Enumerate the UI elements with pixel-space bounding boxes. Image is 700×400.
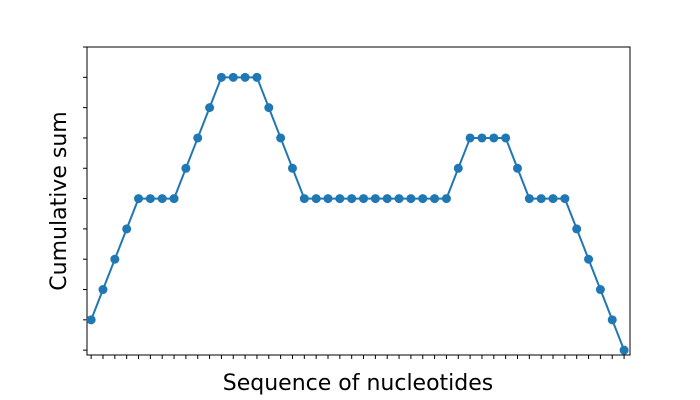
marker: [157, 194, 167, 204]
marker: [287, 163, 297, 173]
marker: [193, 133, 203, 143]
marker: [347, 194, 357, 204]
marker: [205, 103, 215, 113]
marker: [98, 285, 108, 295]
marker: [501, 133, 511, 143]
marker: [406, 194, 416, 204]
marker: [240, 72, 250, 82]
marker: [228, 72, 238, 82]
marker: [382, 194, 392, 204]
marker: [524, 194, 534, 204]
marker: [169, 194, 179, 204]
marker: [299, 194, 309, 204]
marker: [323, 194, 333, 204]
x-axis-label: Sequence of nucleotides: [223, 371, 494, 396]
marker: [595, 285, 605, 295]
marker: [619, 345, 629, 355]
marker: [430, 194, 440, 204]
plot-frame: [86, 46, 631, 356]
marker: [453, 163, 463, 173]
marker: [252, 72, 262, 82]
marker: [145, 194, 155, 204]
marker: [335, 194, 345, 204]
marker: [572, 224, 582, 234]
marker: [489, 133, 499, 143]
marker: [264, 103, 274, 113]
marker: [418, 194, 428, 204]
marker: [134, 194, 144, 204]
y-axis-label: Cumulative sum: [47, 111, 72, 290]
marker: [548, 194, 558, 204]
marker: [584, 254, 594, 264]
marker: [441, 194, 451, 204]
marker: [536, 194, 546, 204]
marker: [86, 315, 96, 325]
marker: [370, 194, 380, 204]
marker: [311, 194, 321, 204]
marker: [465, 133, 475, 143]
marker: [512, 163, 522, 173]
marker: [122, 224, 132, 234]
marker: [181, 163, 191, 173]
marker: [394, 194, 404, 204]
marker: [359, 194, 369, 204]
marker: [477, 133, 487, 143]
marker: [276, 133, 286, 143]
marker: [560, 194, 570, 204]
line: [90, 76, 626, 351]
marker: [216, 72, 226, 82]
marker: [607, 315, 617, 325]
marker: [110, 254, 120, 264]
